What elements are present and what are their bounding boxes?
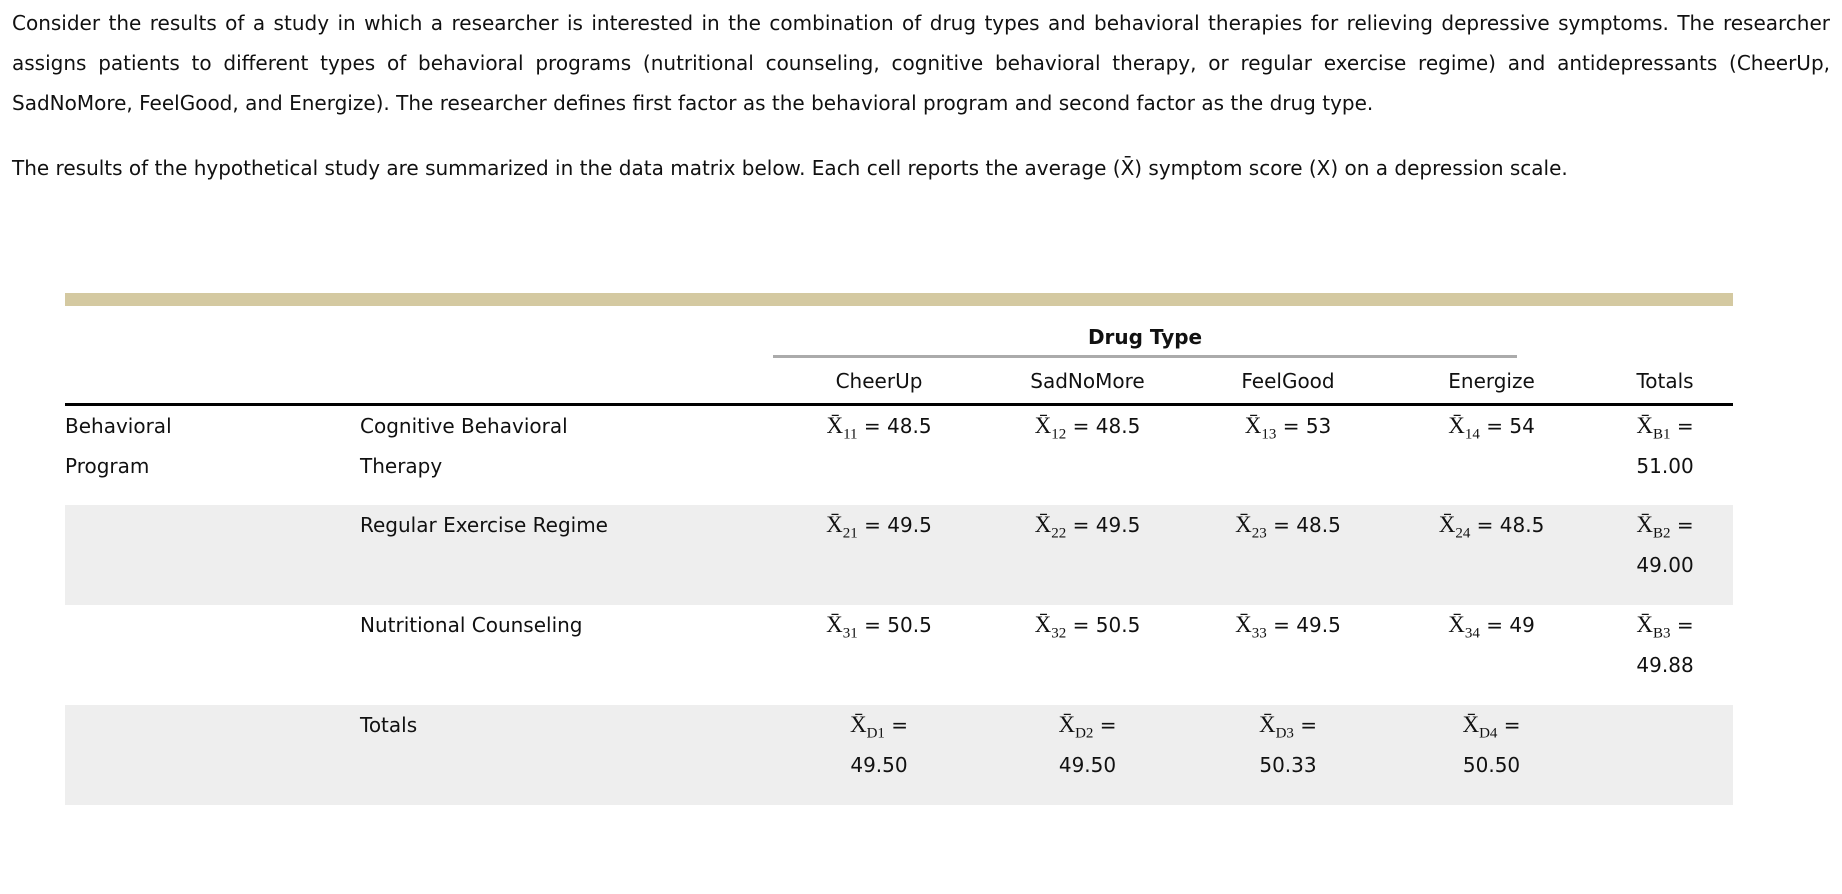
mean-value-cell: X̄23 = 48.5: [1235, 511, 1341, 542]
mean-value-cell: X̄24 = 48.5: [1438, 511, 1545, 542]
row-label: Nutritional Counseling: [360, 612, 583, 637]
column-header-sadnomore: SadNoMore: [985, 358, 1190, 406]
xbar-symbol: X̄11: [826, 413, 858, 443]
drug-type-group-header: Drug Type: [773, 306, 1597, 358]
row-label-cell: Regular Exercise Regime: [360, 505, 773, 605]
mean-value-cell: X̄D4 = 50.50: [1462, 711, 1521, 777]
mean-value-cell: X̄12 = 48.5: [1034, 413, 1141, 443]
empty-header-cell: [65, 306, 773, 358]
column-header-totals: Totals: [1597, 358, 1734, 406]
empty-header-cell: [1597, 306, 1733, 358]
mean-value-cell: X̄B3 = 49.88: [1636, 611, 1694, 677]
row-label: Cognitive Behavioral Therapy: [360, 414, 568, 478]
table-accent-bar: [65, 293, 1733, 306]
xbar-symbol: X̄33: [1235, 611, 1267, 642]
row-group-header-cell: Behavioral Program: [65, 405, 360, 505]
mean-value-cell: X̄D2 = 49.50: [1058, 711, 1117, 777]
drug-type-label: Drug Type: [1087, 325, 1203, 349]
intro-paragraph-2: The results of the hypothetical study ar…: [12, 156, 1568, 180]
mean-value-cell: X̄33 = 49.5: [1235, 611, 1341, 642]
xbar-symbol: X̄D2: [1058, 711, 1094, 742]
table-row: Regular Exercise Regime X̄21 = 49.5 X̄22 =…: [65, 504, 1734, 605]
xbar-symbol: X̄23: [1235, 511, 1267, 542]
row-label-cell: Totals: [360, 705, 773, 805]
row-group-header-cell: [65, 705, 360, 805]
xbar-symbol: X̄22: [1034, 511, 1067, 542]
table-row: Behavioral Program Cognitive Behavioral T…: [65, 405, 1733, 505]
column-header-feelgood: FeelGood: [1190, 358, 1386, 406]
column-header-cheerup: CheerUp: [773, 358, 985, 406]
mean-value-cell: X̄B2 = 49.00: [1636, 511, 1694, 577]
xbar-symbol: X̄32: [1034, 611, 1067, 642]
xbar-symbol: X̄D4: [1462, 711, 1498, 742]
table-row: Totals X̄D1 = 49.50 X̄D2 = 49.50 X̄D3 = 50.33 X…: [65, 704, 1734, 805]
mean-value-cell: X̄34 = 49: [1448, 611, 1535, 642]
xbar-symbol: X̄34: [1448, 611, 1480, 642]
column-header-energize: Energize: [1386, 358, 1598, 406]
data-matrix: Drug Type CheerUp SadNoMore FeelGood Ene…: [65, 293, 1734, 805]
xbar-symbol: X̄13: [1244, 413, 1277, 443]
empty-cell: [1597, 705, 1733, 805]
xbar-symbol: X̄B3: [1636, 611, 1671, 642]
mean-value-cell: X̄31 = 50.5: [826, 611, 932, 642]
row-group-label: Behavioral Program: [65, 414, 172, 478]
xbar-symbol: X̄31: [826, 611, 858, 642]
empty-header-cell: [65, 358, 773, 406]
row-group-header-cell: [65, 505, 360, 605]
xbar-symbol: X̄14: [1448, 413, 1480, 443]
row-label-cell: Cognitive Behavioral Therapy: [360, 405, 773, 505]
xbar-symbol: X̄D3: [1258, 711, 1294, 742]
mean-value-cell: X̄11 = 48.5: [826, 413, 932, 443]
xbar-symbol: X̄B1: [1636, 413, 1671, 443]
xbar-symbol: X̄24: [1438, 511, 1471, 542]
xbar-symbol: X̄D1: [849, 711, 885, 742]
row-label: Regular Exercise Regime: [360, 512, 608, 537]
mean-value-cell: X̄32 = 50.5: [1034, 611, 1141, 642]
mean-value-cell: X̄13 = 53: [1244, 413, 1332, 443]
mean-value-cell: X̄D1 = 49.50: [849, 711, 909, 777]
group-header-row: Drug Type: [65, 306, 1733, 358]
intro-paragraph-1: Consider the results of a study in which…: [12, 11, 1830, 115]
xbar-symbol: X̄12: [1034, 413, 1067, 443]
document-page: Consider the results of a study in which…: [12, 11, 1830, 805]
row-label-cell: Nutritional Counseling: [360, 605, 773, 705]
xbar-symbol: X̄B2: [1636, 511, 1671, 542]
table-row: Nutritional Counseling X̄31 = 50.5 X̄32 = …: [65, 605, 1733, 705]
data-matrix-table: Drug Type CheerUp SadNoMore FeelGood Ene…: [65, 306, 1734, 805]
mean-value-cell: X̄21 = 49.5: [826, 511, 932, 542]
row-group-header-cell: [65, 605, 360, 705]
mean-value-cell: X̄B1 = 51.00: [1636, 413, 1694, 478]
mean-value-cell: X̄22 = 49.5: [1034, 511, 1141, 542]
row-label: Totals: [360, 712, 418, 737]
xbar-symbol: X̄21: [826, 511, 858, 542]
mean-value-cell: X̄14 = 54: [1448, 413, 1535, 443]
mean-value-cell: X̄D3 = 50.33: [1258, 711, 1318, 777]
column-header-row: CheerUp SadNoMore FeelGood Energize Tota…: [65, 358, 1734, 406]
